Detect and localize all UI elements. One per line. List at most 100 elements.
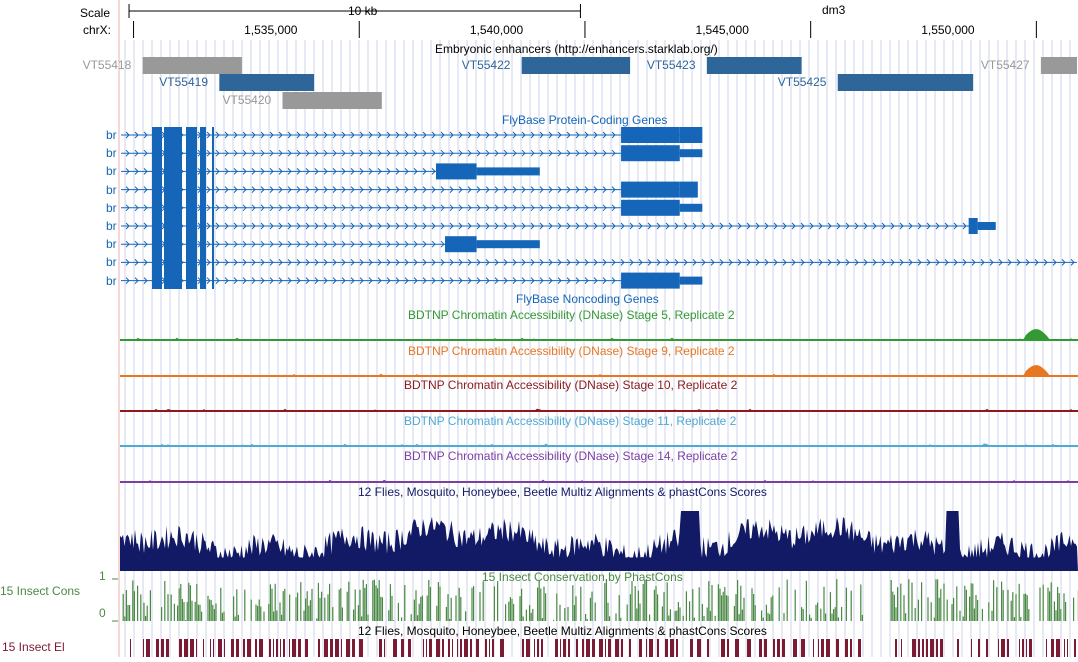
gene-label[interactable]: br [106, 274, 117, 288]
phastcons-bar [991, 611, 992, 621]
phastcons-bar [505, 604, 506, 621]
conserved-element [184, 639, 188, 657]
phastcons-bar [694, 618, 695, 621]
gene-track[interactable] [121, 127, 1077, 289]
phastcons-bar [630, 594, 631, 621]
phastcons-bar [956, 586, 957, 621]
phastcons-bar [678, 602, 679, 621]
phastcons-bar [742, 610, 743, 622]
conserved-element [401, 639, 404, 657]
gene-label[interactable]: br [106, 183, 117, 197]
conserved-element [978, 639, 980, 657]
phastcons-bar [411, 614, 412, 621]
phastcons-bar [171, 595, 172, 622]
conserved-element [599, 639, 603, 657]
exon-block [621, 182, 680, 198]
phastcons-bar [419, 604, 420, 621]
phastcons-bar [195, 602, 196, 621]
phastcons-bar [735, 594, 736, 621]
dnase-stage10-title: BDTNP Chromatin Accessibility (DNase) St… [404, 378, 737, 392]
gene-label[interactable]: br [106, 255, 117, 269]
enhancer-label[interactable]: VT55423 [647, 58, 696, 72]
phastcons-bar [574, 605, 575, 621]
conserved-element [957, 639, 959, 657]
phastcons-track-title: 15 Insect Conservation by PhastCons [482, 570, 683, 584]
phastcons-track[interactable] [112, 579, 1078, 621]
phastcons-bar [1039, 588, 1040, 622]
conserved-element [922, 639, 924, 657]
phastcons-bar [820, 609, 821, 621]
phastcons-bar [211, 600, 212, 621]
enhancer-label[interactable]: VT55422 [462, 58, 511, 72]
phastcons-bar [295, 597, 296, 621]
enhancer-label[interactable]: VT55420 [223, 93, 272, 107]
conserved-element [318, 639, 320, 657]
conserved-element [621, 639, 623, 657]
phastcons-bar [207, 596, 208, 621]
gene-label[interactable]: br [106, 164, 117, 178]
phastcons-bar [988, 602, 989, 621]
gene-label[interactable]: br [106, 219, 117, 233]
conserved-element [918, 639, 920, 657]
conserved-element [537, 639, 539, 657]
conserved-element [1022, 639, 1024, 657]
enhancer-block [219, 74, 314, 91]
phastcons-bar [147, 606, 148, 621]
phastcons-bar [303, 611, 304, 622]
elements-track[interactable] [130, 639, 1076, 657]
conserved-element [526, 639, 530, 657]
conserved-element [452, 639, 453, 657]
conserved-element [259, 639, 263, 657]
conserved-element [657, 639, 659, 657]
enhancer-label[interactable]: VT55419 [159, 75, 208, 89]
phastcons-bar [897, 587, 898, 621]
phastcons-bar [934, 618, 935, 621]
conserved-element [555, 639, 558, 657]
phastcons-bar [635, 586, 636, 621]
conserved-element [379, 639, 382, 657]
elements-left-label[interactable]: 15 Insect El [2, 640, 65, 654]
phastcons-bar [494, 586, 495, 621]
phastcons-bar [430, 587, 431, 621]
phastcons-bar [953, 598, 954, 621]
phastcons-bar [1011, 601, 1012, 621]
phastcons-bar [1015, 594, 1016, 621]
phastcons-bar [1003, 590, 1004, 621]
phastcons-bar [244, 590, 245, 621]
phastcons-bar [972, 584, 973, 621]
phastcons-bar [332, 607, 333, 621]
conserved-element [1056, 639, 1060, 657]
conserved-element [926, 639, 928, 657]
exon-block [978, 222, 996, 230]
phastcons-bar [260, 607, 261, 622]
phastcons-bar [620, 618, 621, 621]
phastcons-bar [124, 617, 125, 622]
gene-label[interactable]: br [106, 146, 117, 160]
dnase-stage14-title: BDTNP Chromatin Accessibility (DNase) St… [404, 449, 737, 463]
enhancer-label[interactable]: VT55425 [778, 75, 827, 89]
conserved-element [423, 639, 424, 657]
ruler-position-label: 1,545,000 [696, 23, 749, 37]
enhancer-label[interactable]: VT55418 [83, 58, 132, 72]
phastcons-axis-max: 1 [99, 569, 106, 583]
phastcons-left-label[interactable]: 15 Insect Cons [0, 584, 80, 598]
conserved-element [592, 639, 595, 657]
phastcons-bar [391, 596, 392, 621]
enhancer-track[interactable] [143, 57, 1077, 109]
gene-label[interactable]: br [106, 237, 117, 251]
gene-label[interactable]: br [106, 201, 117, 215]
conserved-element [1064, 639, 1065, 657]
conserved-element [735, 639, 739, 657]
phastcons-bar [398, 603, 399, 621]
phastcons-bar [307, 591, 308, 621]
multiz-track[interactable] [120, 511, 1078, 571]
phastcons-bar [393, 620, 394, 621]
gene-label[interactable]: br [106, 128, 117, 142]
enhancer-label[interactable]: VT55427 [981, 58, 1030, 72]
phastcons-bar [895, 607, 896, 621]
phastcons-bar [860, 585, 861, 622]
phastcons-bar [689, 601, 690, 621]
phastcons-bar [683, 616, 684, 621]
